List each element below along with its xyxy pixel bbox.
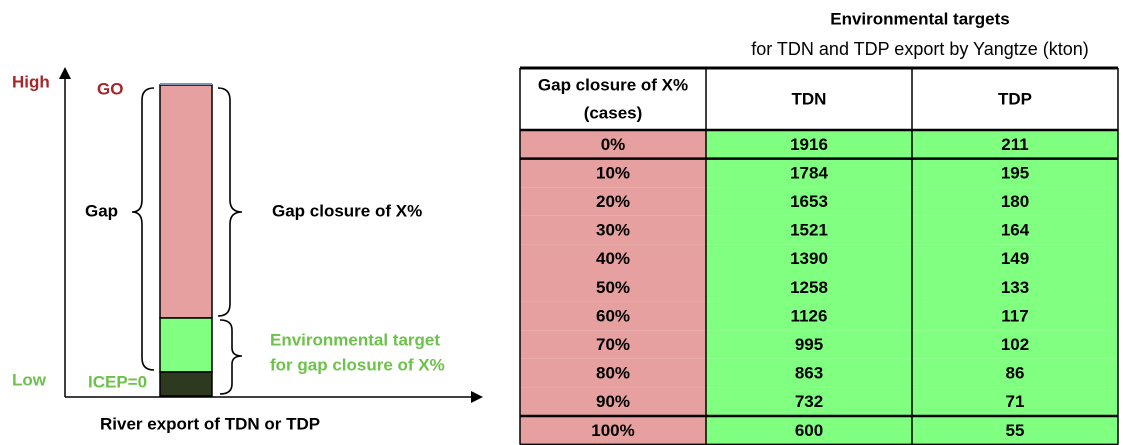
cell-text: 732 <box>795 392 823 411</box>
table-cell <box>912 330 1118 359</box>
cell-text: 1521 <box>790 221 828 240</box>
cell-text: 70% <box>596 335 630 354</box>
table-cell <box>912 215 1118 245</box>
go-label: GO <box>97 79 123 98</box>
cell-text: 211 <box>1001 135 1028 154</box>
cell-text: 600 <box>795 421 823 440</box>
table-cell <box>912 273 1118 302</box>
cell-text: 30% <box>596 221 630 240</box>
table-cell <box>706 187 912 216</box>
cell-text: 80% <box>596 364 630 383</box>
table-cell <box>706 244 912 273</box>
table-cell <box>912 158 1118 188</box>
cell-text: 1126 <box>791 306 828 325</box>
table-cell <box>706 130 912 159</box>
table-cell <box>706 387 912 416</box>
icep-bar <box>159 371 213 397</box>
cell-text: 10% <box>596 163 630 182</box>
high-label: High <box>12 72 50 91</box>
cell-text: 102 <box>1001 335 1029 354</box>
header-text: TDP <box>998 89 1032 108</box>
header-text: (cases) <box>584 103 643 122</box>
cell-text: 71 <box>1006 392 1025 411</box>
cell-text: 60% <box>596 306 630 325</box>
gap-bar <box>159 84 213 319</box>
cell-text: 863 <box>795 364 823 383</box>
table-cell <box>912 187 1118 216</box>
cell-text: 1390 <box>790 249 828 268</box>
table: 0% 1916 211 10% 1784 195 20% 1653 180 30% 1521 164 4… <box>519 66 1119 445</box>
cell-text: 20% <box>596 192 630 211</box>
header-text: Gap closure of X% <box>538 75 688 94</box>
table-cell <box>520 387 706 416</box>
table-cell <box>912 130 1118 159</box>
target-brace <box>219 319 243 395</box>
target-bar <box>159 317 213 373</box>
table-cell <box>520 330 706 359</box>
table-cell <box>912 301 1118 331</box>
cell-text: 133 <box>1001 278 1029 297</box>
table-cell <box>520 215 706 245</box>
table-title: Environmental targets <box>830 9 1010 28</box>
table-cell <box>912 244 1118 273</box>
cell-text: 117 <box>1001 306 1028 325</box>
closure-label: Gap closure of X% <box>272 201 422 220</box>
target-label: Environmental target <box>270 330 440 349</box>
table-cell <box>706 330 912 359</box>
gap-label: Gap <box>85 201 118 220</box>
table-cell <box>520 358 706 388</box>
table-subtitle: for TDN and TDP export by Yangtze (kton) <box>751 39 1089 59</box>
closure-brace <box>217 87 243 317</box>
table-cell <box>706 273 912 302</box>
table-cell <box>520 273 706 302</box>
cell-text: 100% <box>591 421 634 440</box>
table-cell <box>706 215 912 245</box>
table-cell <box>912 416 1118 445</box>
cell-text: 180 <box>1001 192 1029 211</box>
table-cell <box>520 244 706 273</box>
cell-text: 90% <box>596 392 630 411</box>
x-axis-label: River export of TDN or TDP <box>100 414 320 433</box>
cell-text: 50% <box>596 278 630 297</box>
header-text: TDN <box>792 89 827 108</box>
cell-text: 195 <box>1001 163 1029 182</box>
icep-label: ICEP=0 <box>88 372 147 391</box>
cell-text: 55 <box>1006 421 1025 440</box>
table-cell <box>706 301 912 331</box>
table-cell <box>520 187 706 216</box>
cell-text: 1784 <box>790 163 828 182</box>
table-cell <box>912 387 1118 416</box>
table-cell <box>706 358 912 388</box>
table-cell <box>706 158 912 188</box>
cell-text: 1916 <box>790 135 828 154</box>
cell-text: 1258 <box>790 278 828 297</box>
table-cell <box>520 301 706 331</box>
table-cell <box>520 416 706 445</box>
cell-text: 0% <box>601 135 626 154</box>
cell-text: 86 <box>1006 364 1025 383</box>
table-cell <box>520 158 706 188</box>
table-cell <box>520 130 706 159</box>
table-cell <box>706 416 912 445</box>
cell-text: 149 <box>1001 249 1029 268</box>
low-label: Low <box>12 370 47 389</box>
cell-text: 40% <box>596 249 630 268</box>
table-cell <box>912 358 1118 388</box>
target-label: for gap closure of X% <box>270 355 445 374</box>
cell-text: 164 <box>1001 221 1030 240</box>
cell-text: 995 <box>795 335 823 354</box>
gap-brace <box>131 87 155 371</box>
cell-text: 1653 <box>790 192 828 211</box>
